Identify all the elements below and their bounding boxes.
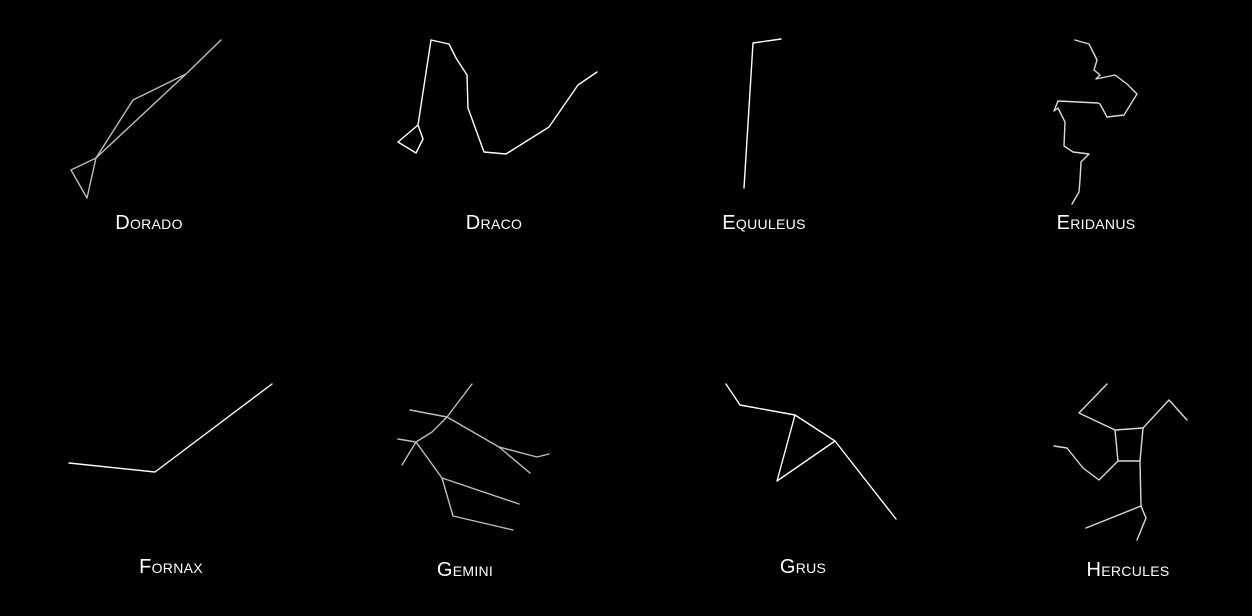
gemini-lower-branch [397,438,520,505]
label-dorado: Dorado [115,212,183,234]
label-fornax: Fornax [139,556,203,578]
gemini-upper-tip [498,446,550,458]
label-gemini: Gemini [436,559,494,581]
fornax-lines [68,383,273,473]
dorado-lines [70,39,222,199]
hercules-right-leg [1085,460,1142,529]
gemini-upper-branch [409,409,531,474]
hercules-right-arm [1142,399,1188,429]
hercules-keystone [1114,427,1144,462]
label-draco: Draco [465,212,523,234]
hercules-foot [1136,505,1147,541]
label-hercules: Hercules [1086,559,1170,581]
label-eridanus: Eridanus [1056,212,1136,234]
grus-wing [776,414,836,482]
equuleus-lines [743,38,782,189]
label-grus: Grus [779,556,827,578]
gemini-foot [441,477,514,531]
hercules-left-leg [1053,445,1119,481]
draco-lines [397,39,598,155]
label-equuleus: Equuleus [722,212,806,234]
eridanus-lines [1053,39,1138,205]
hercules-left-arm [1078,383,1116,431]
gemini-trunk [401,383,473,466]
